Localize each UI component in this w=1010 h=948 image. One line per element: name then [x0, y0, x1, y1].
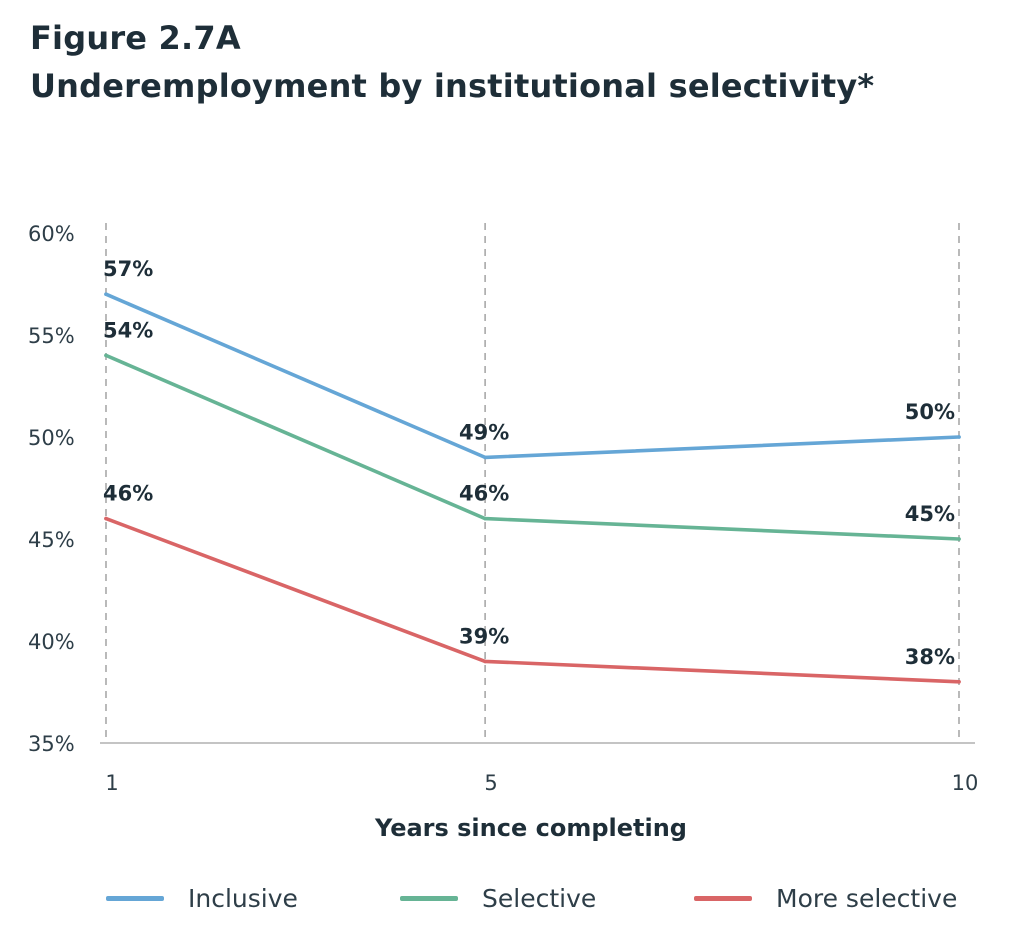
grid-layer — [105, 223, 960, 743]
data-label: 39% — [459, 624, 509, 648]
data-point — [483, 516, 487, 521]
data-point — [104, 353, 108, 358]
x-tick-label: 1 — [105, 771, 118, 795]
legend-item-selective: Selective — [400, 876, 596, 920]
series-line-more-selective — [104, 516, 961, 684]
data-point — [957, 680, 961, 684]
legend-item-inclusive: Inclusive — [106, 876, 298, 920]
legend-label: More selective — [776, 883, 958, 913]
y-tick-label: 45% — [28, 528, 75, 552]
data-label: 49% — [459, 420, 509, 444]
data-point — [957, 435, 961, 439]
figure-header: Figure 2.7A Underemployment by instituti… — [30, 14, 874, 110]
data-point — [483, 659, 487, 664]
y-tick-label: 55% — [28, 324, 75, 348]
figure-label: Figure 2.7A — [30, 19, 241, 57]
y-tick-label: 40% — [28, 630, 75, 654]
series-line-selective — [104, 353, 961, 541]
data-point — [483, 455, 487, 460]
y-tick-label: 60% — [28, 222, 75, 246]
data-point — [957, 537, 961, 541]
legend-swatch — [106, 895, 164, 901]
data-label: 46% — [459, 482, 509, 506]
axis-layer: 60% 55% 50% 45% 40% 35% 1 5 10 — [28, 222, 978, 795]
legend: Inclusive Selective More selective — [106, 876, 986, 920]
data-label: 46% — [103, 482, 153, 506]
x-axis-title: Years since completing — [374, 814, 687, 842]
legend-swatch — [694, 895, 752, 901]
series-line-inclusive — [104, 292, 961, 460]
data-point — [104, 516, 108, 521]
series-layer — [104, 292, 961, 684]
legend-label: Inclusive — [188, 883, 298, 913]
data-label: 38% — [905, 645, 955, 669]
data-label: 50% — [905, 400, 955, 424]
figure-title: Underemployment by institutional selecti… — [30, 67, 875, 105]
legend-swatch — [400, 895, 458, 901]
y-tick-label: 35% — [28, 732, 75, 756]
y-tick-label: 50% — [28, 426, 75, 450]
line-chart: 60% 55% 50% 45% 40% 35% 1 5 10 57% 49% 50% 54% 46% 45… — [28, 222, 978, 842]
data-label-layer: 57% 49% 50% 54% 46% 45% 46% 39% 38% — [103, 257, 955, 669]
legend-item-more-selective: More selective — [694, 876, 957, 920]
data-point — [104, 292, 108, 297]
data-label: 54% — [103, 318, 153, 342]
x-tick-label: 5 — [484, 771, 497, 795]
data-label: 45% — [905, 502, 955, 526]
data-label: 57% — [103, 257, 153, 281]
x-tick-label: 10 — [952, 771, 979, 795]
legend-label: Selective — [482, 883, 597, 913]
